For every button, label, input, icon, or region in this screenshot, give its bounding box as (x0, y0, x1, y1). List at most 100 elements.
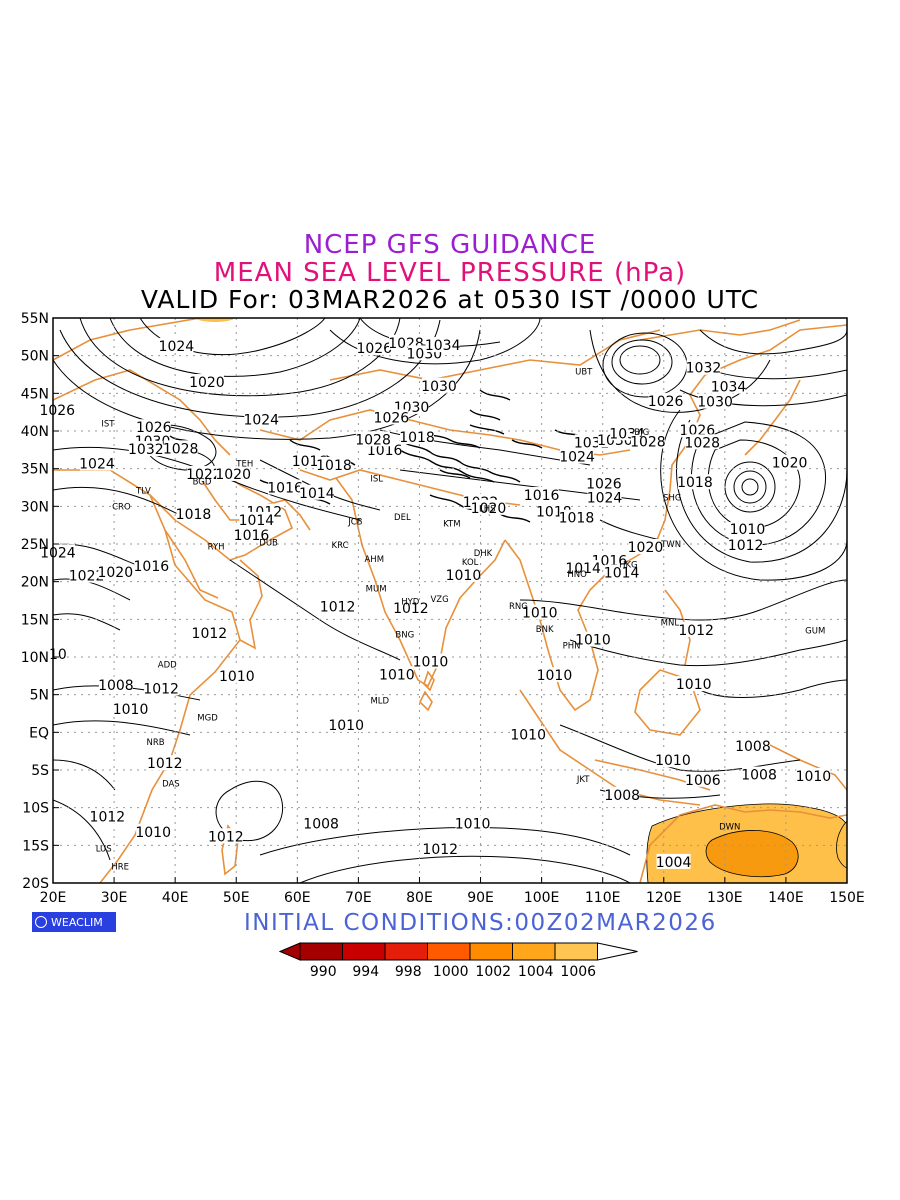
contour-label: 1018 (677, 475, 713, 491)
contour-label: 1010 (575, 633, 611, 649)
contour-label: 1018 (399, 430, 435, 446)
y-tick-label: 20S (22, 876, 49, 892)
contour-label-bg (685, 771, 720, 787)
station-label: MLD (370, 697, 389, 707)
logo-text: WEACLIM (51, 915, 103, 929)
contour-label: 1034 (711, 380, 747, 396)
contour-label-bg (144, 680, 179, 696)
contour-label: 1034 (425, 338, 461, 354)
contour-label-bg (735, 737, 770, 753)
contour-label: 1012 (192, 626, 228, 642)
y-tick-label: 40N (21, 424, 49, 440)
contour-label-bg (374, 409, 409, 425)
station-label: ADD (158, 661, 177, 671)
x-tick-label: 110E (585, 890, 621, 906)
contour-label-bg (511, 726, 546, 742)
contour-label: 1014 (565, 561, 601, 577)
map-body (53, 318, 847, 883)
contour-label: 1028 (355, 432, 391, 448)
y-tick-label: EQ (29, 725, 49, 741)
contour-label: 1032 (128, 442, 164, 458)
contour-label: 1010 (379, 667, 415, 683)
y-tick-label: 45N (21, 386, 49, 402)
contour-label: 1012 (208, 829, 244, 845)
station-label: JKT (576, 775, 590, 785)
contour-label: 1024 (243, 413, 279, 429)
x-tick-label: 70E (345, 890, 372, 906)
contour-label: 1004 (656, 855, 692, 871)
contour-label-bg (268, 479, 303, 495)
x-tick-label: 150E (829, 890, 865, 906)
contour-label: 1010 (413, 655, 449, 671)
longitude-labels: 20E 30E 40E 50E 60E 70E 80E 90E 100E 110E 120E 130E… (40, 877, 865, 906)
contour-label: 1018 (316, 458, 352, 474)
station-label: SHG (663, 493, 681, 503)
contour-label: 1028 (684, 435, 720, 451)
station-label: JCB (347, 517, 362, 527)
x-tick-label: 40E (162, 890, 189, 906)
contour-label-bg (244, 411, 279, 427)
contour-label: 1010 (796, 769, 832, 785)
contour-label-bg (586, 475, 621, 491)
contour-label: 1022 (69, 569, 105, 585)
contour-label-bg (679, 621, 714, 637)
contour-label: 1018 (176, 507, 212, 523)
station-label: DAS (162, 780, 180, 790)
station-label: KRC (332, 541, 349, 551)
contour-label: 1024 (559, 450, 595, 466)
contour-label: 1024 (159, 339, 195, 355)
contour-label-bg (299, 484, 334, 500)
contour-label: 1026 (648, 394, 684, 410)
contour-label: 1010 (113, 702, 149, 718)
y-tick-label: 20N (21, 575, 49, 591)
contour-label-bg (446, 566, 481, 582)
contour-label-bg (159, 337, 194, 353)
contour-label-bg (680, 422, 715, 438)
contour-label-bg (189, 374, 224, 390)
station-label: VZG (430, 595, 448, 605)
y-tick-label: 10S (22, 801, 49, 817)
station-label: LHS (479, 505, 496, 515)
y-tick-label: 15S (22, 838, 49, 854)
contour-label-bg (575, 631, 610, 647)
contour-label-bg (604, 564, 639, 580)
x-tick-label: 30E (101, 890, 128, 906)
contour-label-bg (147, 755, 182, 771)
x-tick-label: 60E (284, 890, 311, 906)
station-label: KOL (462, 558, 479, 568)
contour-label-bg (329, 716, 364, 732)
contour-label-bg (656, 853, 691, 869)
contour-label: 1016 (134, 559, 170, 575)
x-tick-label: 80E (406, 890, 433, 906)
contour-label-bg (559, 509, 594, 525)
contour-label-bg (234, 526, 269, 542)
contour-label: 1022 (186, 467, 222, 483)
contour-label: 1012 (147, 756, 183, 772)
station-label: AHM (364, 555, 384, 565)
contour-label-bg (455, 815, 490, 831)
contour-label: 1012 (320, 600, 356, 616)
contour-label-bg (605, 786, 640, 802)
contour-label: 1020 (772, 456, 808, 472)
station-label: LUS (96, 844, 112, 854)
contour-label-bg (677, 474, 712, 490)
station-label: UBT (575, 367, 593, 377)
contour-label-bg (98, 563, 133, 579)
y-tick-label: 30N (21, 499, 49, 515)
contour-label: 1006 (685, 773, 721, 789)
station-label: RYH (208, 542, 225, 552)
contour-label-bg (422, 377, 457, 393)
contour-label-bg (630, 433, 665, 449)
contour-label: 1010 (510, 728, 546, 744)
contour-label-bg (425, 337, 460, 353)
contour-label: 1010 (655, 753, 691, 769)
contour-label-bg (413, 653, 448, 669)
plot-frame (52, 317, 848, 884)
contour-label-bg (560, 448, 595, 464)
contour-label: 1026 (356, 341, 392, 357)
station-label: HYD (401, 597, 420, 607)
contour-label: 1020 (471, 501, 507, 517)
contour-label: 1010 (135, 825, 171, 841)
contour-label-bg (208, 828, 243, 844)
initial-conditions: INITIAL CONDITIONS:00Z02MAR2026 (244, 910, 717, 936)
